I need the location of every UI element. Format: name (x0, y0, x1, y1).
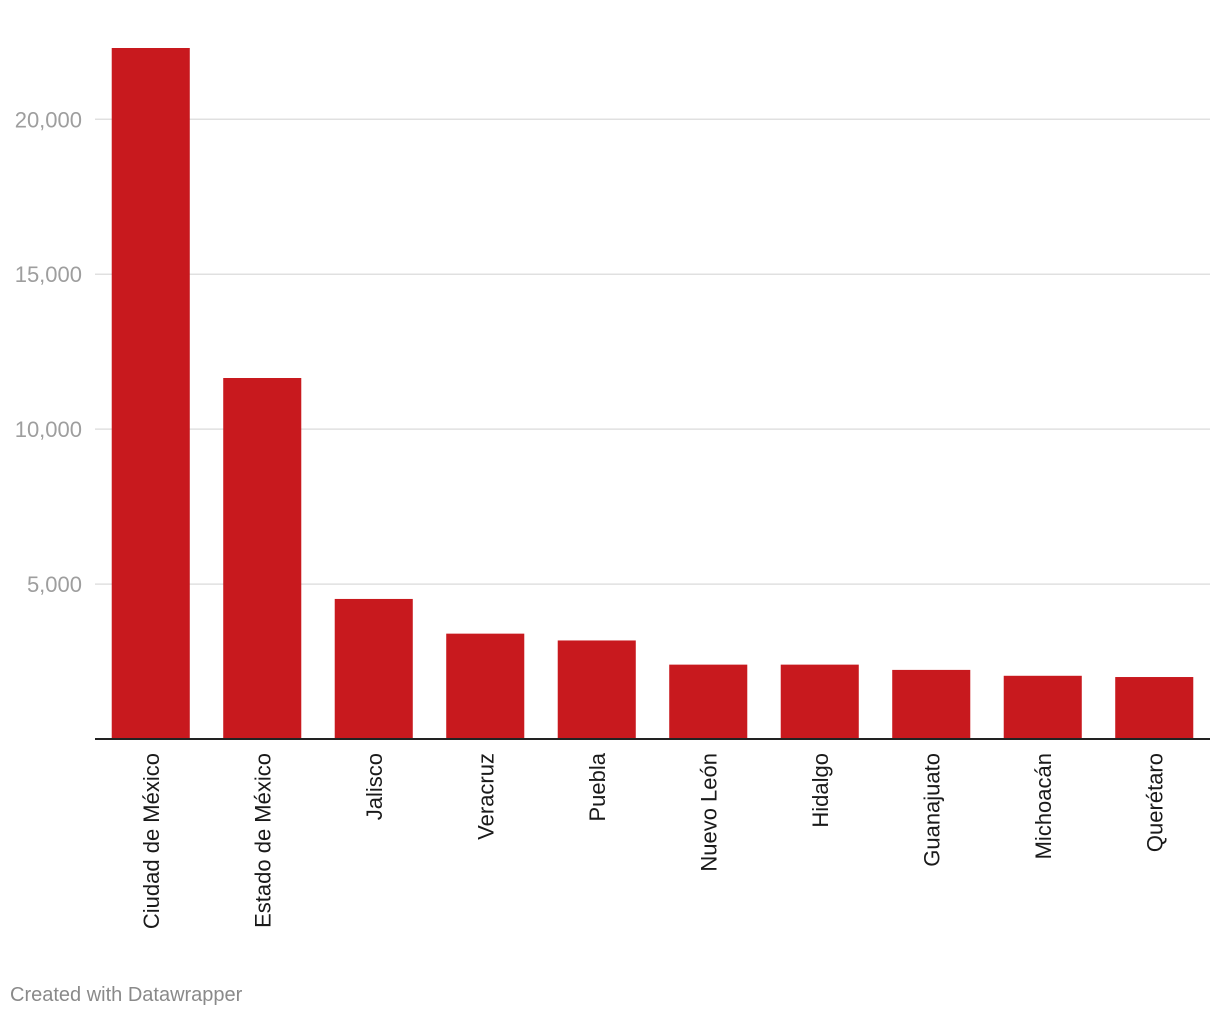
bar (1003, 675, 1082, 739)
bar (1115, 677, 1194, 739)
x-tick-label: Estado de México (250, 753, 275, 928)
bar (223, 378, 302, 739)
bars (111, 48, 1194, 739)
bar (557, 640, 636, 739)
y-tick-label: 10,000 (15, 417, 82, 442)
x-tick-label: Puebla (585, 752, 610, 821)
bar (892, 669, 971, 739)
y-tick-label: 15,000 (15, 262, 82, 287)
x-tick-label: Jalisco (362, 753, 387, 820)
y-axis: 5,000 10,000 15,000 20,000 (15, 107, 82, 597)
x-tick-label: Querétaro (1142, 753, 1167, 852)
y-tick-label: 5,000 (27, 572, 82, 597)
x-tick-label: Guanajuato (919, 753, 944, 867)
x-tick-label: Veracruz (473, 753, 498, 840)
x-tick-label: Ciudad de México (139, 753, 164, 929)
credit-text: Created with Datawrapper (10, 984, 243, 1006)
bar (334, 598, 413, 739)
x-tick-label: Hidalgo (808, 753, 833, 828)
bar (669, 664, 748, 739)
y-tick-label: 20,000 (15, 107, 82, 132)
bar (111, 48, 190, 739)
bar (780, 664, 859, 739)
x-tick-label: Nuevo León (696, 753, 721, 872)
bar (446, 633, 525, 739)
x-axis: Ciudad de México Estado de México Jalisco V… (139, 752, 1168, 929)
x-tick-label: Michoacán (1031, 753, 1056, 859)
